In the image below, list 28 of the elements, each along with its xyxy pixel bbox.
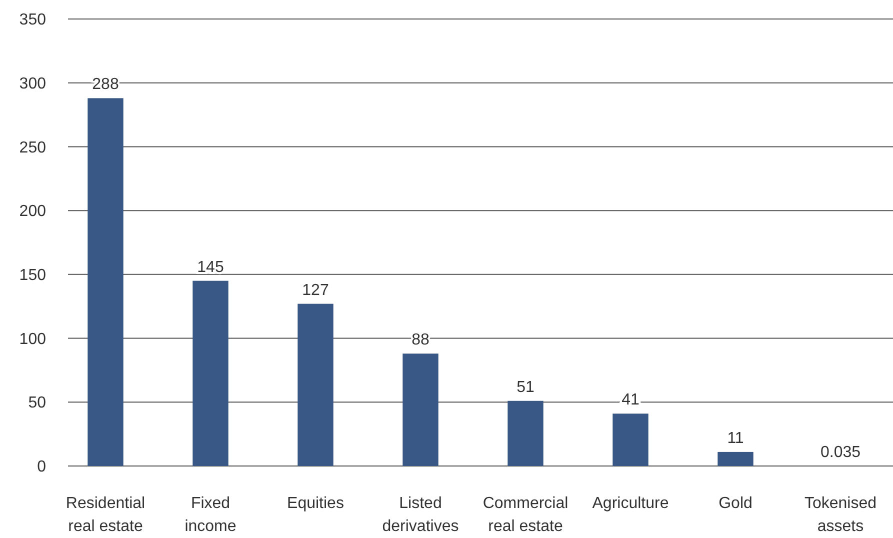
y-tick-label: 300 [19, 75, 46, 92]
data-label: 51 [516, 378, 534, 396]
data-label: 11 [727, 430, 744, 447]
y-tick-label: 0 [37, 458, 46, 476]
x-tick-label: Tokenised assets [804, 495, 877, 535]
bar [612, 414, 648, 466]
y-tick-label: 50 [28, 394, 46, 412]
y-tick-label: 200 [19, 203, 46, 220]
bar [718, 452, 754, 466]
x-tick-label: Fixed income [184, 495, 236, 535]
data-label: 127 [302, 282, 329, 299]
x-tick-label: Listed derivatives [382, 495, 459, 535]
x-tick-label: Residential real estate [66, 495, 146, 535]
y-tick-label: 350 [19, 12, 46, 29]
bar [298, 304, 334, 466]
y-tick-label: 250 [19, 139, 46, 156]
data-label: 0.035 [820, 444, 861, 461]
x-tick-label: Gold [718, 495, 752, 512]
bar [508, 400, 544, 466]
x-tick-label: Commercial real estate [482, 495, 568, 535]
y-tick-label: 150 [19, 267, 46, 284]
bar [192, 280, 228, 466]
x-tick-label: Equities [287, 495, 344, 512]
y-tick-label: 100 [19, 330, 46, 348]
bar [88, 98, 124, 466]
data-label: 145 [197, 258, 224, 276]
bar [402, 354, 438, 466]
x-tick-label: Agriculture [592, 495, 669, 512]
